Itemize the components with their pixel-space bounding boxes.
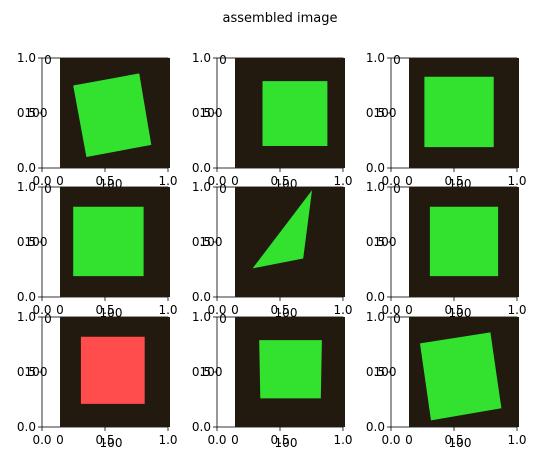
inner-y-tick-label: 100 <box>374 365 397 379</box>
x-tick-label: 1.0 <box>333 174 352 188</box>
x-tick-label: 0.0 <box>32 433 51 447</box>
x-tick-label: 1.0 <box>158 303 177 317</box>
panel-1-1: 0.0 0.5 1.0 0.0 0.5 1.0 0 100 0 100 <box>192 180 353 320</box>
y-tick-label: 0.0 <box>17 161 36 175</box>
inner-y-tick-label: 0 <box>44 312 52 326</box>
inner-y-tick-label: 100 <box>374 235 397 249</box>
inner-x-tick-label: 0 <box>231 303 239 317</box>
green-quad-shape <box>73 73 151 157</box>
inner-x-tick-label: 0 <box>405 303 413 317</box>
y-tick-label: 0.0 <box>17 420 36 434</box>
x-tick-label: 1.0 <box>158 174 177 188</box>
inner-x-tick-label: 0 <box>56 174 64 188</box>
y-tick-label: 1.0 <box>17 310 36 324</box>
green-quad-shape <box>263 81 328 146</box>
inner-x-tick-label: 0 <box>56 303 64 317</box>
inner-x-tick-label: 100 <box>100 436 123 450</box>
inner-y-tick-label: 0 <box>393 53 401 67</box>
inner-y-tick-label: 0 <box>219 182 227 196</box>
red-quad-shape <box>81 337 145 404</box>
inner-y-tick-label: 100 <box>200 106 223 120</box>
figure-title: assembled image <box>223 11 338 26</box>
x-tick-label: 1.0 <box>158 433 177 447</box>
y-tick-label: 1.0 <box>17 180 36 194</box>
y-tick-label: 0.0 <box>192 420 211 434</box>
inner-x-tick-label: 0 <box>405 174 413 188</box>
y-tick-label: 1.0 <box>192 180 211 194</box>
inner-y-tick-label: 100 <box>374 106 397 120</box>
green-quad-shape <box>73 207 143 276</box>
y-tick-label: 0.0 <box>366 420 385 434</box>
panel-1-0: 0.0 0.5 1.0 0.0 0.5 1.0 0 100 0 100 <box>17 180 178 320</box>
inner-y-tick-label: 100 <box>25 365 48 379</box>
y-tick-label: 0.0 <box>366 161 385 175</box>
y-tick-label: 0.0 <box>192 161 211 175</box>
panel-2-2: 0.0 0.5 1.0 0.0 0.5 1.0 0 100 0 100 <box>366 310 527 450</box>
inner-y-tick-label: 0 <box>393 182 401 196</box>
inner-y-tick-label: 0 <box>44 182 52 196</box>
x-tick-label: 1.0 <box>507 433 526 447</box>
inner-x-tick-label: 100 <box>449 436 472 450</box>
inner-x-tick-label: 0 <box>56 433 64 447</box>
y-tick-label: 1.0 <box>366 310 385 324</box>
inner-x-tick-label: 0 <box>405 433 413 447</box>
y-tick-label: 1.0 <box>192 51 211 65</box>
x-tick-label: 1.0 <box>333 433 352 447</box>
x-tick-label: 0.0 <box>381 433 400 447</box>
inner-y-tick-label: 100 <box>25 235 48 249</box>
panel-1-2: 0.0 0.5 1.0 0.0 0.5 1.0 0 100 0 100 <box>366 180 527 320</box>
y-tick-label: 0.0 <box>17 290 36 304</box>
y-tick-label: 0.0 <box>192 290 211 304</box>
inner-y-tick-label: 100 <box>25 106 48 120</box>
inner-x-tick-label: 100 <box>275 436 298 450</box>
inner-x-tick-label: 0 <box>231 174 239 188</box>
inner-y-tick-label: 0 <box>44 53 52 67</box>
panel-2-0: 0.0 0.5 1.0 0.0 0.5 1.0 0 100 0 100 <box>17 310 178 450</box>
green-quad-shape <box>424 77 493 147</box>
inner-y-tick-label: 0 <box>393 312 401 326</box>
inner-y-tick-label: 0 <box>219 53 227 67</box>
y-tick-label: 1.0 <box>366 51 385 65</box>
green-quad-shape <box>259 340 322 398</box>
x-tick-label: 1.0 <box>507 303 526 317</box>
y-tick-label: 1.0 <box>366 180 385 194</box>
y-tick-label: 1.0 <box>192 310 211 324</box>
x-tick-label: 1.0 <box>507 174 526 188</box>
y-tick-label: 0.0 <box>366 290 385 304</box>
x-tick-label: 1.0 <box>333 303 352 317</box>
green-quad-shape <box>420 332 501 420</box>
x-tick-label: 0.0 <box>207 433 226 447</box>
panel-2-1: 0.0 0.5 1.0 0.0 0.5 1.0 0 100 0 100 <box>192 310 353 450</box>
inner-y-tick-label: 0 <box>219 312 227 326</box>
inner-x-tick-label: 0 <box>231 433 239 447</box>
inner-y-tick-label: 100 <box>200 235 223 249</box>
y-tick-label: 1.0 <box>17 51 36 65</box>
inner-y-tick-label: 100 <box>200 365 223 379</box>
green-quad-shape <box>430 207 498 276</box>
